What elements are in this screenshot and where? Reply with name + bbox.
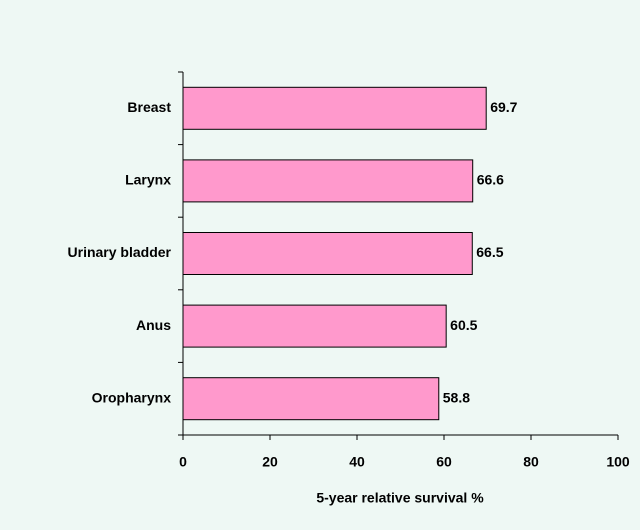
value-label: 66.6 [477, 172, 504, 188]
x-axis-label: 5-year relative survival % [316, 490, 484, 506]
x-tick-label: 60 [436, 454, 452, 470]
x-tick-label: 20 [262, 454, 278, 470]
value-label: 66.5 [476, 244, 503, 260]
x-tick-label: 100 [606, 454, 630, 470]
y-tick-label: Breast [127, 99, 171, 115]
bar [182, 159, 474, 203]
bar [182, 232, 473, 275]
x-tick-label: 0 [179, 454, 187, 470]
y-tick-label: Anus [136, 317, 171, 333]
value-label: 60.5 [450, 317, 477, 333]
y-tick-label: Oropharynx [92, 389, 172, 405]
value-label: 58.8 [443, 389, 470, 405]
bar [182, 377, 440, 421]
value-label: 69.7 [490, 99, 517, 115]
bar [182, 304, 447, 348]
x-tick-label: 80 [523, 454, 539, 470]
bar [182, 86, 487, 130]
y-tick-label: Urinary bladder [68, 244, 172, 260]
y-tick-label: Larynx [125, 172, 171, 188]
x-tick-label: 40 [349, 454, 365, 470]
